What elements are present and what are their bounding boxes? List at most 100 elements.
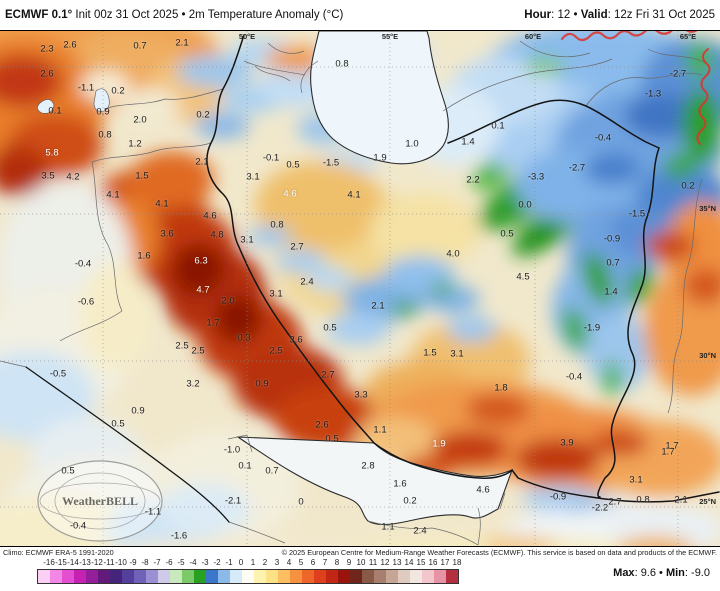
colorbar-cell [242,570,254,583]
country-borders-main [25,34,720,523]
colorbar-tick: -16 [43,558,55,567]
colorbar-tick: 15 [416,558,426,567]
colorbar-cell [218,570,230,583]
colorbar-tick: 18 [452,558,462,567]
colorbar-ticks: -16 -15 -14 -13 -12 -11 -10 -9 -8 -7 -6 -5 -4 -3 -2 -1 0… [0,558,720,568]
lake-urmia [93,88,110,112]
colorbar-cell [110,570,122,583]
colorbar-cell [98,570,110,583]
colorbar-tick: 2 [262,558,268,567]
colorbar-cell [62,570,74,583]
caspian-sea [310,31,449,165]
copyright-note: © 2025 European Centre for Medium-Range … [281,547,717,557]
colorbar-cell [398,570,410,583]
persian-watermark-icon [560,31,711,145]
colorbar-tick: 10 [356,558,366,567]
anomaly-field [0,31,720,546]
sep: : [551,9,558,21]
colorbar-cell [446,570,458,583]
colorbar-cell [302,570,314,583]
model-name: ECMWF 0.1° [5,9,73,21]
hour-label: Hour [524,9,552,21]
colorbar-cell [290,570,302,583]
colorbar-cell [134,570,146,583]
colorbar-tick: 13 [392,558,402,567]
colorbar-cell [278,570,290,583]
colorbar-cell [410,570,422,583]
colorbar-tick: 7 [322,558,328,567]
sep: • [655,567,666,579]
colorbar-tick: -1 [225,558,233,567]
sep: : [684,567,692,579]
header-bar: ECMWF 0.1° Init 00z 31 Oct 2025 • 2m Tem… [0,0,720,30]
colorbar-tick: 16 [428,558,438,567]
svg-text:WeatherBELL: WeatherBELL [62,494,138,508]
title-right: Hour: 12 • Valid: 12z Fri 31 Oct 2025 [524,9,715,21]
persian-gulf [236,436,513,526]
colorbar-cell [374,570,386,583]
colorbar-cell [314,570,326,583]
colorbar-tick: 0 [238,558,244,567]
colorbar-cell [434,570,446,583]
colorbar-cell [386,570,398,583]
colorbar-tick: -4 [189,558,197,567]
weatherbell-logo: WeatherBELL [37,460,163,542]
valid-value: 12z Fri 31 Oct 2025 [614,9,715,21]
max-value: 9.6 [640,567,656,579]
min-value: -9.0 [691,567,710,579]
colorbar-tick: -8 [141,558,149,567]
colorbar-tick: 12 [380,558,390,567]
colorbar-tick: -6 [165,558,173,567]
colorbar-tick: -3 [201,558,209,567]
colorbar-tick: 4 [286,558,292,567]
colorbar [37,569,459,584]
colorbar-tick: -14 [67,558,79,567]
colorbar-cell [326,570,338,583]
sep: : [634,567,641,579]
colorbar-tick: 17 [440,558,450,567]
colorbar-cell [338,570,350,583]
min-label: Min [665,567,685,579]
graticule [0,31,720,546]
colorbar-tick: 5 [298,558,304,567]
climo-note: Climo: ECMWF ERA-5 1991-2020 [3,547,114,557]
colorbar-cell [362,570,374,583]
map-canvas: WeatherBELL 2.3 2.6 0.7 2.1 2.6 -1.1 0.2 0.1 0.9… [0,30,720,547]
colorbar-tick: -15 [55,558,67,567]
credit-row: Climo: ECMWF ERA-5 1991-2020 © 2025 Euro… [0,546,720,558]
colorbar-tick: 1 [250,558,256,567]
max-min-readout: Max: 9.6 • Min: -9.0 [613,567,710,579]
colorbar-tick: 8 [334,558,340,567]
lake-van [37,99,55,114]
colorbar-tick: -10 [115,558,127,567]
colorbar-tick: -2 [213,558,221,567]
colorbar-cell [206,570,218,583]
hour-value: 12 [557,9,571,21]
valid-label: Valid [580,9,608,21]
sep: : [607,9,614,21]
colorbar-cell [194,570,206,583]
colorbar-tick: 11 [368,558,378,567]
colorbar-tick: 14 [404,558,414,567]
colorbar-cell [230,570,242,583]
colorbar-cell [122,570,134,583]
colorbar-tick: 9 [346,558,352,567]
colorbar-cell [182,570,194,583]
colorbar-cell [266,570,278,583]
colorbar-cell [158,570,170,583]
country-borders-thin [0,40,707,546]
colorbar-tick: -11 [103,558,115,567]
colorbar-cell [254,570,266,583]
colorbar-cell [38,570,50,583]
colorbar-cell [146,570,158,583]
colorbar-cell [170,570,182,583]
init-product-text: Init 00z 31 Oct 2025 • 2m Temperature An… [72,9,344,21]
colorbar-cell [74,570,86,583]
colorbar-tick: -13 [79,558,91,567]
sep: • [570,9,581,21]
title-left: ECMWF 0.1° Init 00z 31 Oct 2025 • 2m Tem… [5,9,343,21]
weather-field-svg: WeatherBELL [0,31,720,546]
colorbar-tick: -12 [91,558,103,567]
colorbar-tick: 6 [310,558,316,567]
